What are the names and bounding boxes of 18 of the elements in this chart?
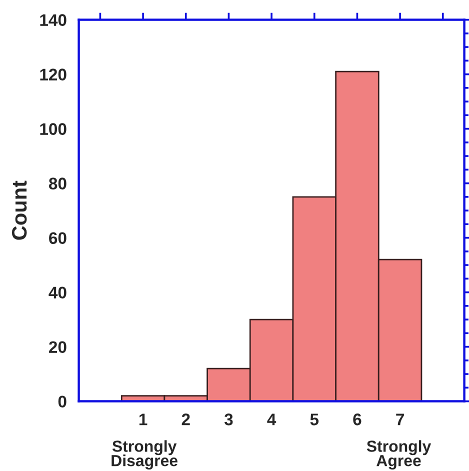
y-tick-label: 80	[48, 178, 66, 190]
x-tick-label: 3	[224, 414, 233, 426]
x-tick-label: 6	[353, 414, 362, 426]
y-tick-label: 100	[40, 123, 66, 135]
y-tick-label: 140	[40, 14, 66, 26]
text: Strongly Disagree	[112, 440, 178, 470]
x-tick-label: 5	[310, 414, 319, 426]
y-axis-title: Count	[12, 180, 27, 240]
y-tick-label: 20	[49, 341, 66, 353]
x-tick-label: 1	[139, 414, 148, 426]
y-tick-label: 40	[48, 286, 66, 298]
x-tick-label: 4	[267, 414, 276, 426]
text: Strongly Agree	[366, 440, 432, 470]
y-tick-label: 60	[49, 232, 66, 244]
y-tick-label: 120	[40, 68, 66, 80]
x-tick-label: 2	[182, 414, 190, 426]
x-tick-label: 7	[396, 414, 404, 426]
y-tick-label: 0	[58, 396, 66, 408]
